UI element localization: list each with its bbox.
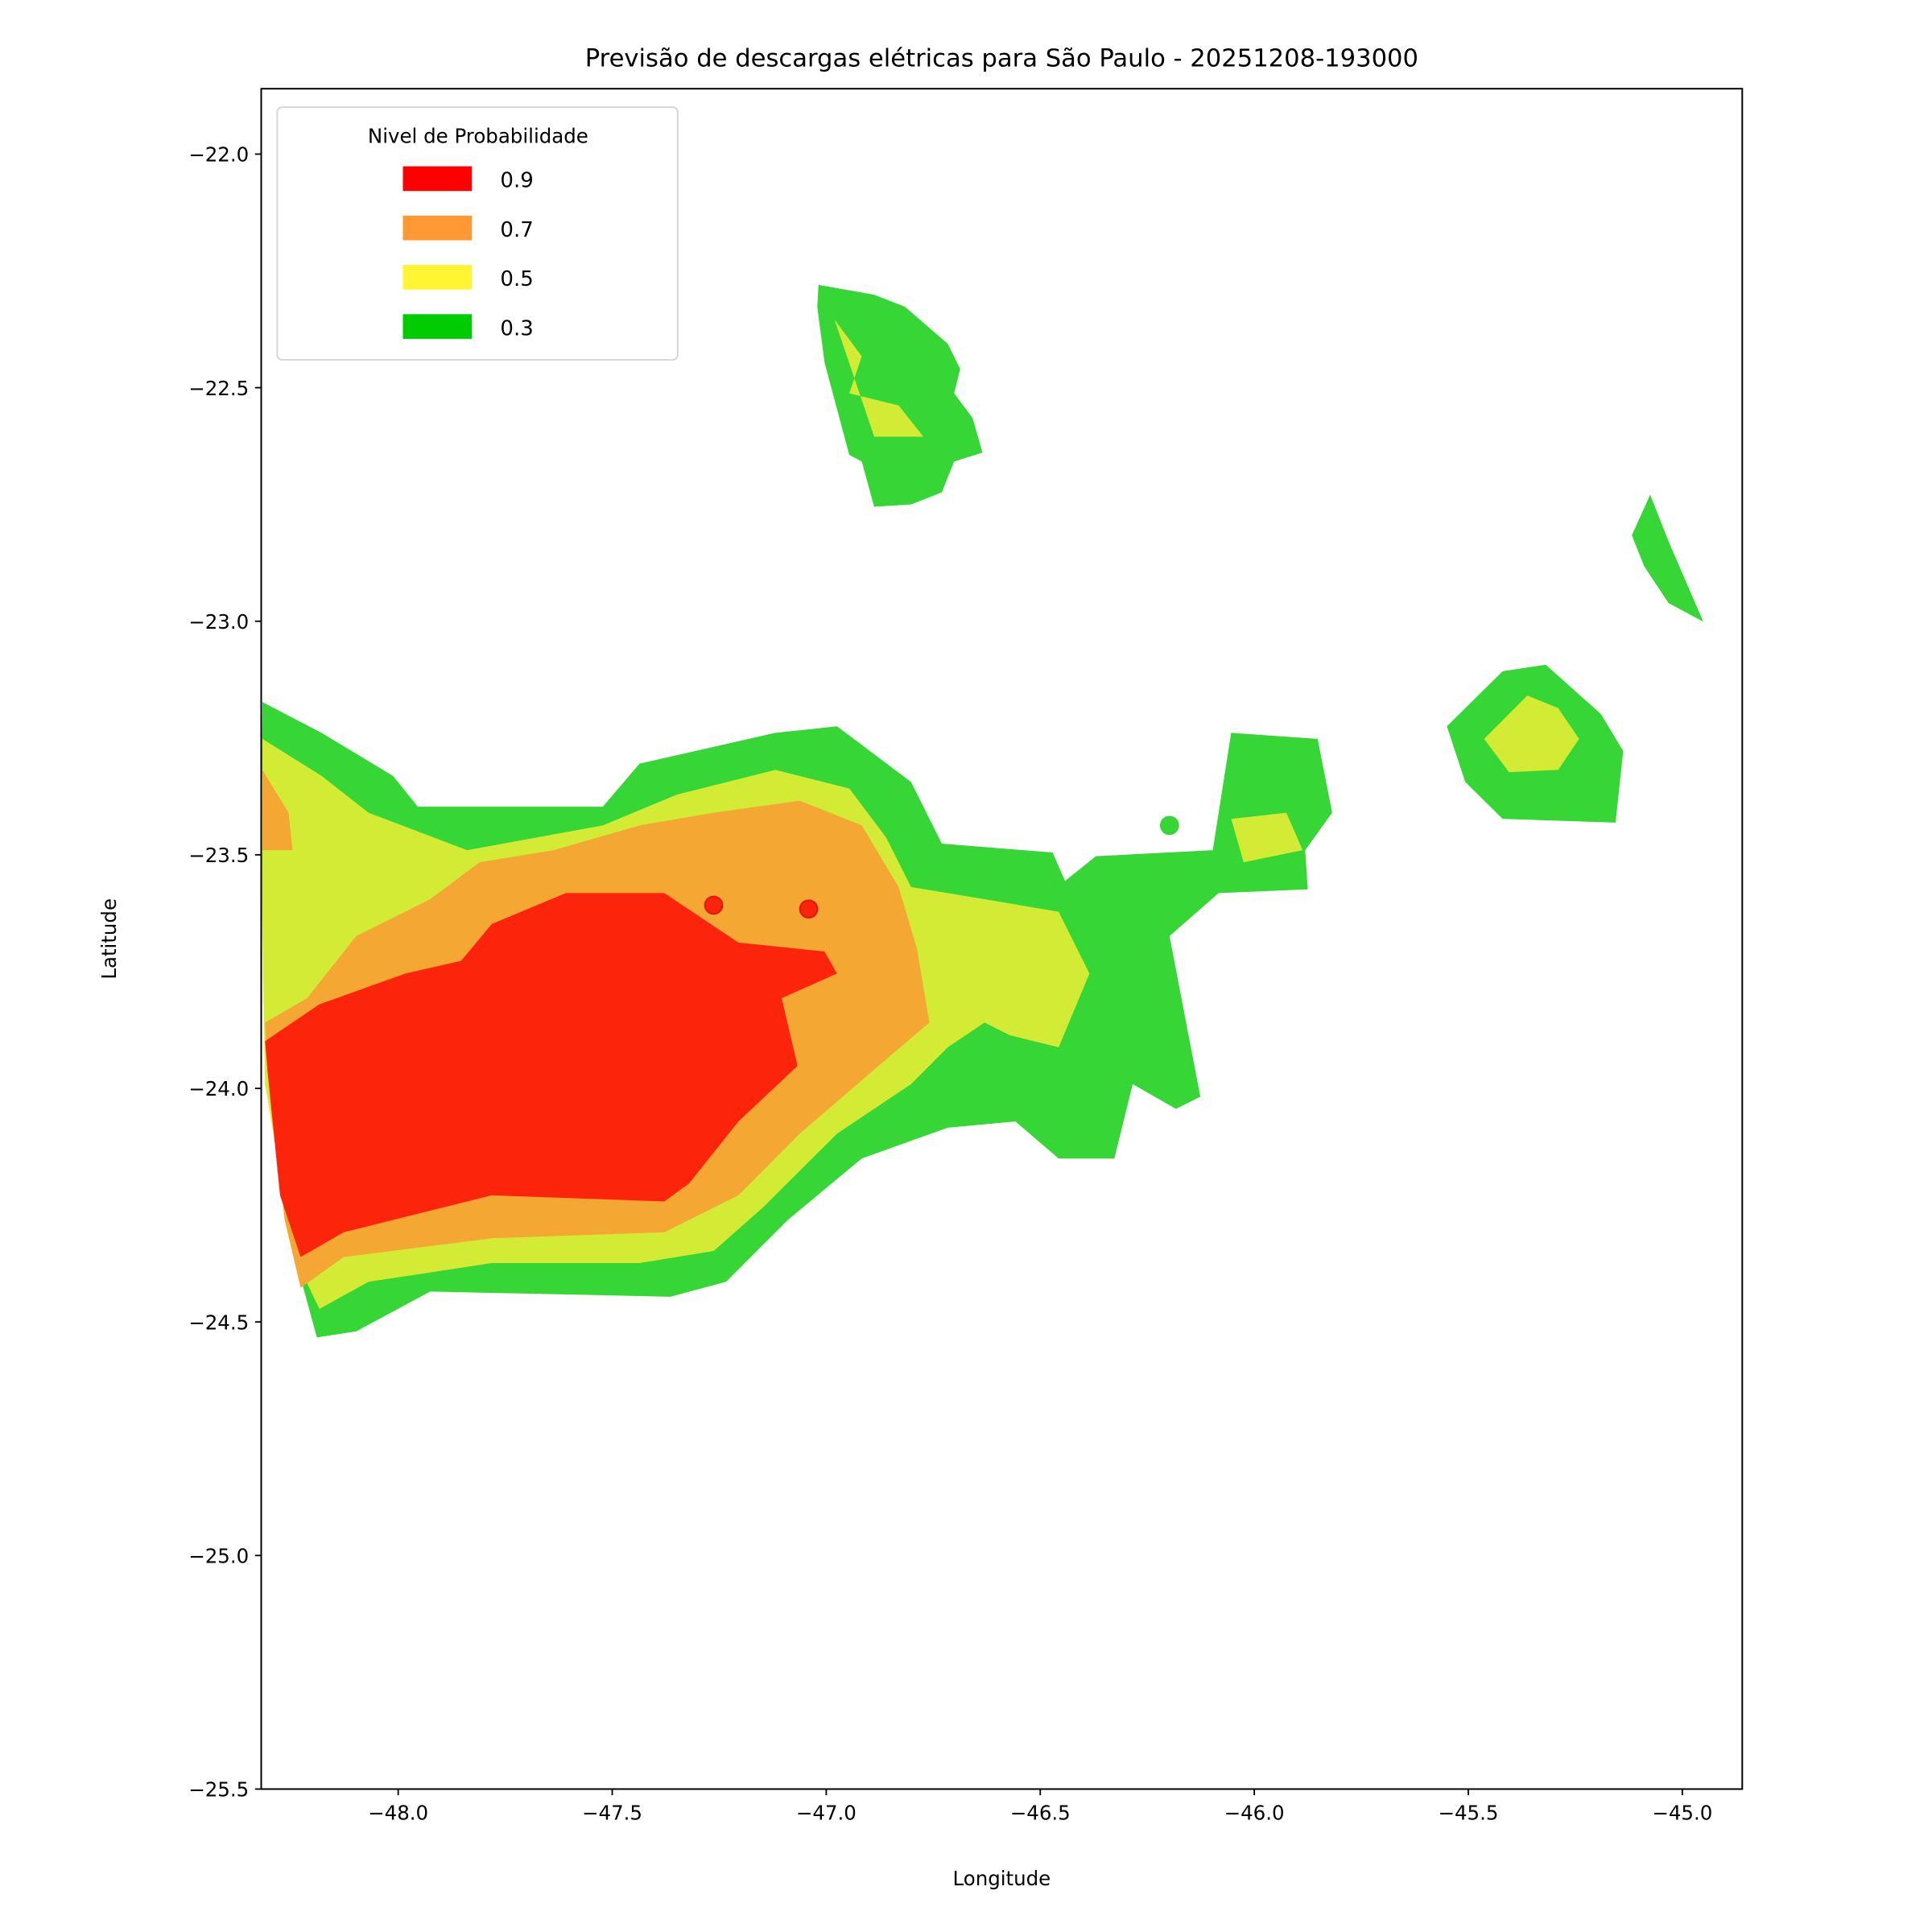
contour-regions (261, 284, 1703, 1338)
y-tick-label: −23.0 (188, 610, 249, 634)
x-tick-label: −45.0 (1652, 1802, 1712, 1825)
legend-swatch-0.7 (402, 215, 473, 241)
legend-label: 0.3 (500, 316, 533, 341)
x-tick-label: −47.5 (582, 1802, 642, 1825)
contour-region-north-green (817, 284, 983, 507)
contour-region-main-red (265, 893, 837, 1257)
x-tick-label: −48.0 (368, 1802, 428, 1825)
chart-title: Previsão de descargas elétricas para São… (585, 45, 1418, 73)
y-tick-label: −22.5 (188, 377, 249, 400)
x-axis: −48.0 −47.5 −47.0 −46.5 −46.0 −45.5 −45.0 (368, 1789, 1712, 1825)
legend-title: Nivel de Probabilidade (368, 125, 588, 148)
legend-swatch-0.3 (402, 314, 473, 339)
y-tick-label: −24.5 (188, 1311, 249, 1334)
contour-region-east-yellow-core (1484, 696, 1579, 773)
strike-point-0 (1159, 815, 1179, 836)
x-tick-label: −46.5 (1010, 1802, 1071, 1825)
legend-label: 0.7 (500, 218, 533, 242)
legend-swatch-0.5 (402, 265, 473, 290)
x-tick-label: −46.0 (1224, 1802, 1285, 1825)
legend-label: 0.5 (500, 267, 533, 291)
y-axis: −22.0 −22.5 −23.0 −23.5 −24.0 −24.5 −25.0 −25.5 (188, 143, 262, 1802)
plot-area-frame (260, 88, 1744, 1790)
y-axis-label: Latitude (97, 898, 121, 980)
contour-region-east-yellow (1231, 812, 1303, 863)
y-tick-label: −25.5 (188, 1778, 249, 1802)
legend: Nivel de Probabilidade 0.9 0.7 0.5 0.3 (276, 106, 679, 361)
strike-points (395, 815, 1179, 952)
contour-region-north-yellow (834, 319, 924, 437)
x-tick-label: −47.0 (796, 1802, 857, 1825)
contour-region-northeast-green (1632, 494, 1703, 622)
x-tick-label: −45.5 (1438, 1802, 1498, 1825)
y-tick-label: −23.5 (188, 844, 249, 867)
y-tick-label: −22.0 (188, 143, 249, 167)
y-tick-label: −25.0 (188, 1544, 249, 1567)
strike-point-1 (704, 895, 724, 915)
legend-label: 0.9 (500, 169, 533, 193)
legend-frame (276, 106, 679, 361)
x-axis-label: Longitude (953, 1867, 1051, 1890)
strike-point-2 (799, 899, 819, 919)
y-tick-label: −24.0 (188, 1077, 249, 1100)
legend-swatch-0.9 (402, 166, 473, 192)
contour-region-west-orange-strip (262, 770, 293, 851)
strike-point-3 (395, 933, 415, 952)
